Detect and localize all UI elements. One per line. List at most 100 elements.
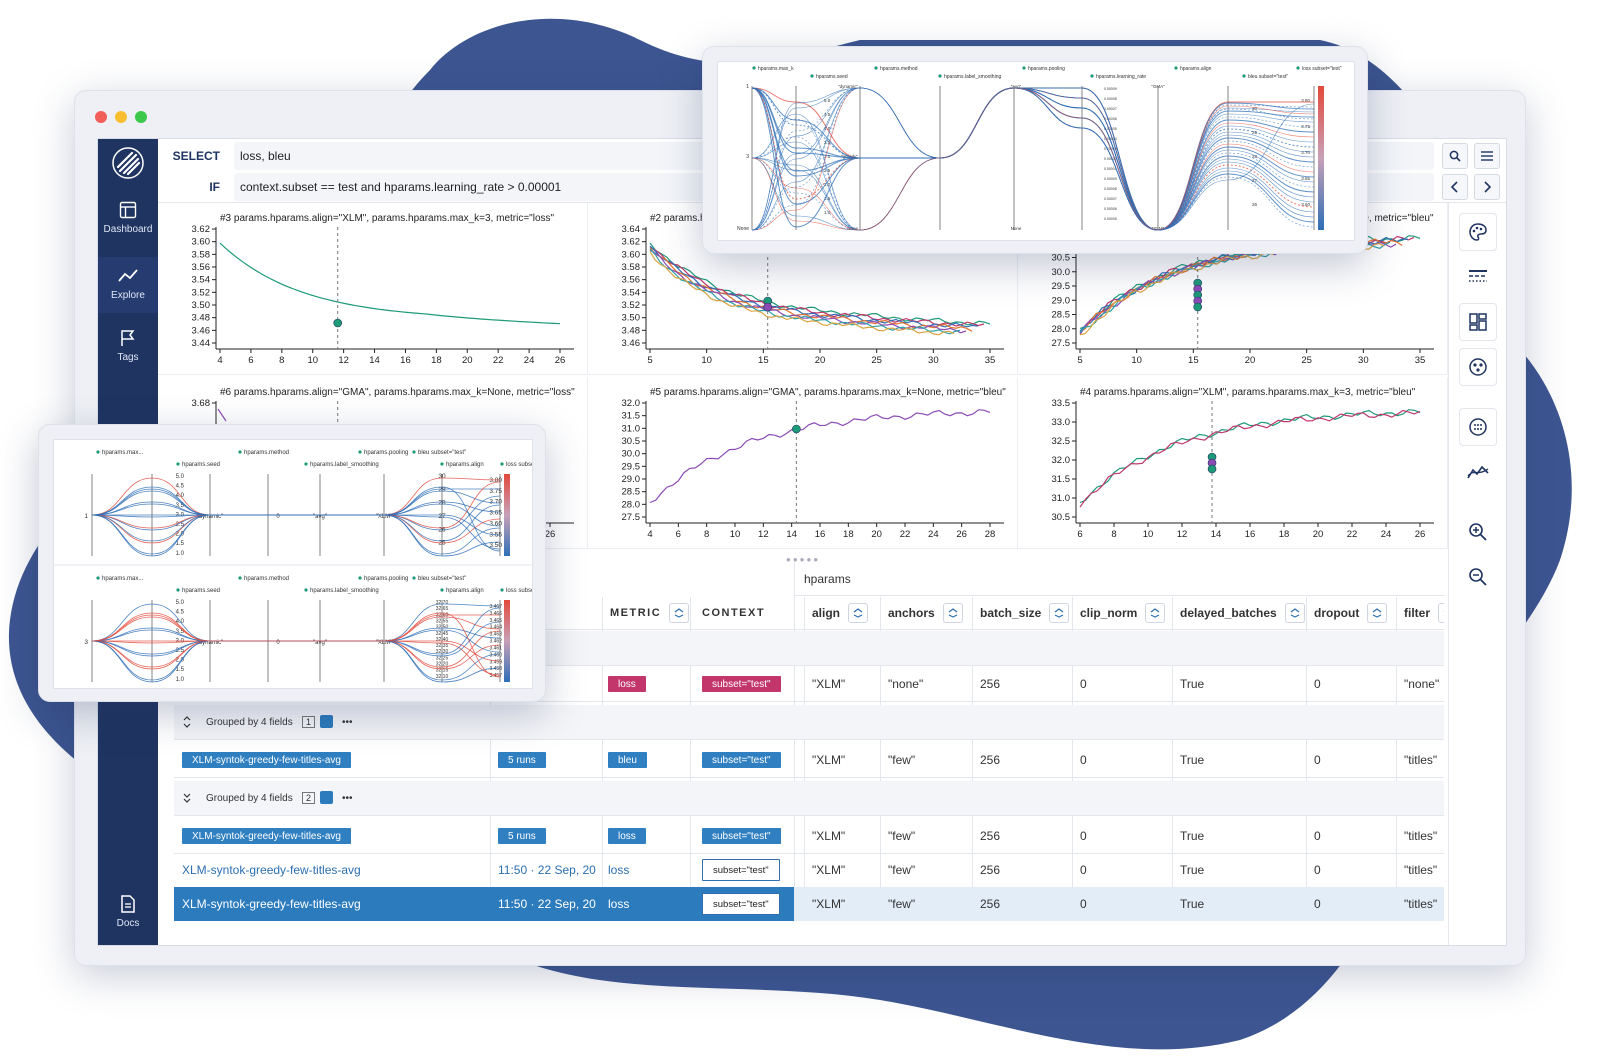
metric-value: loss: [608, 863, 630, 877]
expand-icon[interactable]: [182, 705, 192, 739]
column-header-clip_norm[interactable]: clip_norm: [1080, 597, 1166, 629]
column-label: clip_norm: [1080, 606, 1138, 620]
sort-icon[interactable]: [1145, 603, 1166, 623]
column-header-delayed_batches[interactable]: delayed_batches: [1180, 597, 1305, 629]
hover-marker[interactable]: [792, 424, 801, 434]
more-options-icon[interactable]: •••: [342, 716, 353, 728]
metric-value: loss: [608, 897, 630, 911]
column-header-align[interactable]: align: [812, 597, 869, 629]
run-date: 11:50 · 22 Sep, 20: [498, 863, 596, 877]
layout-button[interactable]: [1459, 303, 1497, 341]
chart-type-button[interactable]: [1459, 348, 1497, 386]
run-name-link[interactable]: XLM-syntok-greedy-few-titles-avg: [182, 897, 361, 911]
tick-label: 4.5: [176, 610, 185, 616]
sort-icon[interactable]: [669, 603, 690, 623]
tick-label: 26: [1415, 529, 1426, 540]
sort-icon[interactable]: [1438, 603, 1444, 623]
run-name-badge[interactable]: XLM-syntok-greedy-few-titles-avg: [182, 752, 351, 768]
sort-icon[interactable]: [942, 603, 963, 623]
tick-label: 4: [647, 529, 652, 540]
tick-label: 12: [338, 355, 349, 366]
prev-button[interactable]: [1442, 174, 1468, 200]
palette-button[interactable]: [1459, 213, 1497, 251]
group-color-swatch[interactable]: [320, 791, 333, 804]
metric-chart[interactable]: #4 params.hparams.align="XLM", params.hp…: [1018, 377, 1448, 549]
tick-label: 3.60: [1301, 202, 1310, 207]
column-header-batch_size[interactable]: batch_size: [980, 597, 1070, 629]
tick-label: 3.70: [1301, 150, 1310, 155]
tick-label: 32.30: [436, 649, 449, 655]
legend-dot: [440, 588, 444, 592]
menu-button[interactable]: [1474, 143, 1500, 169]
sort-icon[interactable]: [1367, 603, 1388, 623]
column-header-anchors[interactable]: anchors: [888, 597, 963, 629]
series-line: [649, 246, 985, 327]
points-button[interactable]: [1459, 408, 1497, 446]
column-label: anchors: [888, 606, 935, 620]
hover-marker[interactable]: [1193, 302, 1203, 312]
tick-label: 2.5: [176, 522, 185, 528]
next-button[interactable]: [1474, 174, 1500, 200]
more-options-icon[interactable]: •••: [342, 792, 353, 804]
tick-label: 32.0: [622, 398, 641, 409]
stroke-style-button[interactable]: [1459, 258, 1497, 296]
tick-label: 1.5: [176, 667, 185, 673]
tick-label: 3.0: [824, 154, 831, 159]
tick-label: 6: [676, 529, 681, 540]
tick-label-decor: 0.00005: [1104, 217, 1117, 221]
metric-chart[interactable]: #3 params.hparams.align="XLM", params.hp…: [158, 203, 588, 375]
tick-label: 3.56: [192, 262, 211, 273]
chart-plot: 3.62 3.603.58 3.56 3.543.52 3.50 3.483.46 3.44…: [192, 224, 574, 366]
run-name-badge[interactable]: XLM-syntok-greedy-few-titles-avg: [182, 828, 351, 844]
sidebar-item-docs[interactable]: Docs: [98, 891, 158, 941]
search-button[interactable]: [1442, 143, 1468, 169]
tick-label: 20: [815, 355, 826, 366]
zoom-out-button[interactable]: [1459, 558, 1497, 596]
zoom-out-icon: [1469, 568, 1487, 586]
sidebar-item-dashboard[interactable]: Dashboard: [98, 197, 158, 247]
column-header-metric[interactable]: METRIC: [610, 597, 690, 629]
column-label: delayed_batches: [1180, 606, 1277, 620]
group-color-swatch[interactable]: [320, 715, 333, 728]
tick-label: 1.5: [176, 541, 185, 547]
legend-dot: [176, 462, 180, 466]
panel-resizer[interactable]: ●●●●●: [158, 553, 1450, 564]
tick-label: 3.68: [192, 398, 211, 409]
run-name-link[interactable]: XLM-syntok-greedy-few-titles-avg: [182, 863, 361, 877]
tick-label: 12: [758, 529, 769, 540]
tick-label: 28.5: [1052, 310, 1071, 321]
tick-label: 22: [1347, 529, 1358, 540]
column-header-filter[interactable]: filter: [1404, 597, 1444, 629]
tick-label: 30.5: [1052, 253, 1071, 264]
zoom-in-button[interactable]: [1459, 513, 1497, 551]
logo-icon[interactable]: [112, 147, 144, 179]
hover-marker[interactable]: [333, 318, 343, 328]
zoom-in-icon: [1469, 523, 1487, 541]
tick-label: 5.0: [176, 600, 185, 606]
zoom-dot[interactable]: [135, 111, 147, 123]
chart-title: #5 params.hparams.align="GMA", params.hp…: [650, 387, 1006, 398]
sidebar-item-explore[interactable]: Explore: [98, 257, 158, 313]
sort-icon[interactable]: [848, 603, 869, 623]
tick-label: 3.62: [192, 224, 211, 235]
hover-marker[interactable]: [763, 302, 773, 312]
sidebar-item-tags[interactable]: Tags: [98, 325, 158, 375]
sort-icon[interactable]: [1049, 603, 1070, 623]
metric-chart[interactable]: #5 params.hparams.align="GMA", params.hp…: [588, 377, 1018, 549]
tick-label: 32.20: [436, 662, 449, 668]
minimize-dot[interactable]: [115, 111, 127, 123]
column-header-context[interactable]: CONTEXT: [702, 607, 766, 619]
close-dot[interactable]: [95, 111, 107, 123]
tick-label: 6: [248, 355, 253, 366]
sort-icon[interactable]: [1284, 603, 1305, 623]
pc-line: [751, 87, 1315, 231]
hparam-dropout-value: 0: [1314, 677, 1321, 691]
hparam-batch-size-value: 256: [980, 677, 1001, 691]
collapse-icon[interactable]: [182, 781, 192, 815]
smoothing-button[interactable]: [1459, 453, 1497, 491]
legend-dot: [176, 588, 180, 592]
hover-marker[interactable]: [1207, 464, 1217, 474]
axis-label: hparams.method: [244, 576, 289, 582]
column-header-dropout[interactable]: dropout: [1314, 597, 1388, 629]
hparam-delayed-batches-value: True: [1180, 829, 1205, 843]
